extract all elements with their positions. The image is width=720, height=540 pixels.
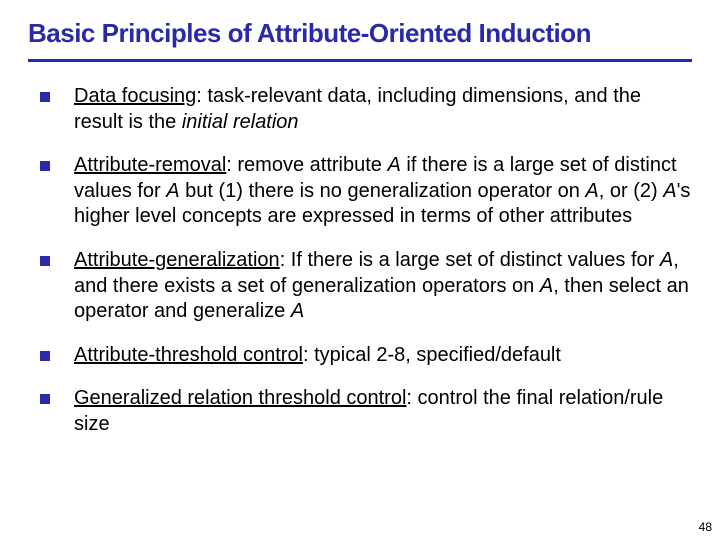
text-run: : typical 2-8, specified/default <box>303 344 561 366</box>
list-item: Attribute-generalization: If there is a … <box>40 248 692 325</box>
list-item-text: Attribute-threshold control: typical 2-8… <box>74 343 692 369</box>
square-bullet-icon <box>40 394 50 404</box>
text-run: but (1) there is no generalization opera… <box>180 180 586 202</box>
list-item-text: Data focusing: task-relevant data, inclu… <box>74 84 692 135</box>
text-run: A <box>585 180 598 202</box>
text-run: A <box>166 180 179 202</box>
text-run: initial relation <box>182 111 299 133</box>
square-bullet-icon <box>40 351 50 361</box>
square-bullet-icon <box>40 256 50 266</box>
text-run: A <box>540 275 553 297</box>
text-run: Attribute-generalization <box>74 249 280 271</box>
text-run: A <box>291 300 304 322</box>
text-run: A <box>663 180 676 202</box>
bullet-list: Data focusing: task-relevant data, inclu… <box>28 84 692 438</box>
list-item-text: Attribute-generalization: If there is a … <box>74 248 692 325</box>
list-item: Attribute-threshold control: typical 2-8… <box>40 343 692 369</box>
text-run: A <box>660 249 673 271</box>
text-run: : remove attribute <box>226 154 387 176</box>
text-run: : If there is a large set of distinct va… <box>280 249 660 271</box>
list-item: Generalized relation threshold control: … <box>40 386 692 437</box>
square-bullet-icon <box>40 92 50 102</box>
list-item-text: Generalized relation threshold control: … <box>74 386 692 437</box>
list-item: Attribute-removal: remove attribute A if… <box>40 153 692 230</box>
slide-title: Basic Principles of Attribute-Oriented I… <box>28 18 692 49</box>
square-bullet-icon <box>40 161 50 171</box>
text-run: , or (2) <box>599 180 663 202</box>
text-run: A <box>387 154 400 176</box>
title-underline-rule <box>28 59 692 62</box>
text-run: Data focusing <box>74 85 196 107</box>
page-number: 48 <box>699 520 712 534</box>
text-run: Attribute-removal <box>74 154 226 176</box>
text-run: Attribute-threshold control <box>74 344 303 366</box>
list-item: Data focusing: task-relevant data, inclu… <box>40 84 692 135</box>
list-item-text: Attribute-removal: remove attribute A if… <box>74 153 692 230</box>
text-run: Generalized relation threshold control <box>74 387 406 409</box>
